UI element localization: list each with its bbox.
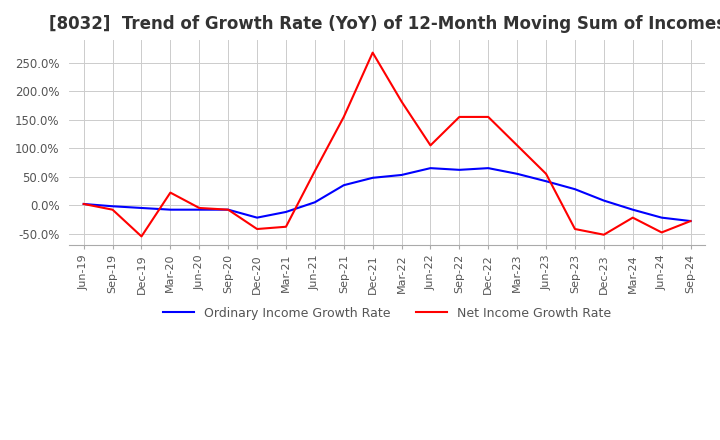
Ordinary Income Growth Rate (397, 172, 406, 178)
Ordinary Income Growth Rate (455, 167, 464, 172)
Ordinary Income Growth Rate (339, 183, 348, 188)
Ordinary Income Growth Rate (166, 207, 175, 213)
Ordinary Income Growth Rate (253, 215, 261, 220)
Line: Ordinary Income Growth Rate: Ordinary Income Growth Rate (84, 168, 690, 221)
Net Income Growth Rate (224, 207, 233, 213)
Ordinary Income Growth Rate (571, 187, 580, 192)
Ordinary Income Growth Rate (686, 218, 695, 224)
Ordinary Income Growth Rate (369, 175, 377, 180)
Ordinary Income Growth Rate (137, 205, 145, 211)
Net Income Growth Rate (629, 215, 637, 220)
Ordinary Income Growth Rate (310, 200, 319, 205)
Ordinary Income Growth Rate (195, 207, 204, 213)
Net Income Growth Rate (455, 114, 464, 120)
Ordinary Income Growth Rate (108, 204, 117, 209)
Net Income Growth Rate (282, 224, 290, 229)
Ordinary Income Growth Rate (426, 165, 435, 171)
Net Income Growth Rate (397, 99, 406, 104)
Ordinary Income Growth Rate (629, 207, 637, 213)
Net Income Growth Rate (253, 227, 261, 232)
Net Income Growth Rate (426, 143, 435, 148)
Ordinary Income Growth Rate (513, 171, 521, 176)
Net Income Growth Rate (686, 218, 695, 224)
Ordinary Income Growth Rate (282, 209, 290, 215)
Ordinary Income Growth Rate (541, 179, 550, 184)
Ordinary Income Growth Rate (600, 198, 608, 203)
Net Income Growth Rate (571, 227, 580, 232)
Title: [8032]  Trend of Growth Rate (YoY) of 12-Month Moving Sum of Incomes: [8032] Trend of Growth Rate (YoY) of 12-… (48, 15, 720, 33)
Net Income Growth Rate (369, 50, 377, 55)
Net Income Growth Rate (339, 114, 348, 120)
Net Income Growth Rate (513, 143, 521, 148)
Net Income Growth Rate (166, 190, 175, 195)
Ordinary Income Growth Rate (79, 202, 88, 207)
Ordinary Income Growth Rate (224, 207, 233, 213)
Net Income Growth Rate (195, 205, 204, 211)
Net Income Growth Rate (541, 171, 550, 176)
Legend: Ordinary Income Growth Rate, Net Income Growth Rate: Ordinary Income Growth Rate, Net Income … (158, 302, 616, 325)
Ordinary Income Growth Rate (484, 165, 492, 171)
Net Income Growth Rate (310, 169, 319, 174)
Net Income Growth Rate (657, 230, 666, 235)
Line: Net Income Growth Rate: Net Income Growth Rate (84, 53, 690, 236)
Net Income Growth Rate (108, 207, 117, 213)
Net Income Growth Rate (79, 202, 88, 207)
Net Income Growth Rate (484, 114, 492, 120)
Net Income Growth Rate (137, 234, 145, 239)
Net Income Growth Rate (600, 232, 608, 237)
Ordinary Income Growth Rate (657, 215, 666, 220)
